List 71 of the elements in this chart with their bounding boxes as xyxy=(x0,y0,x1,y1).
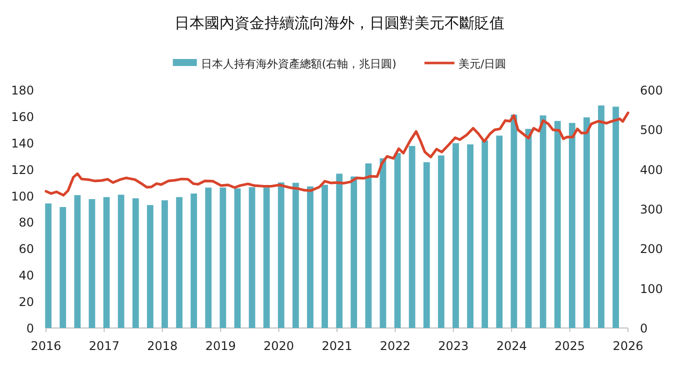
x-tick-label: 2022 xyxy=(380,339,410,353)
x-tick-label: 2017 xyxy=(88,339,120,353)
bar xyxy=(118,194,124,328)
y2-tick-label: 600 xyxy=(640,84,663,98)
bar xyxy=(146,205,154,328)
bar xyxy=(307,186,314,328)
bar xyxy=(496,136,503,328)
x-tick-label: 2023 xyxy=(438,339,469,353)
y-tick-label: 180 xyxy=(11,84,34,98)
bar xyxy=(612,106,619,328)
y-tick-label: 60 xyxy=(18,242,34,256)
bar xyxy=(365,163,372,328)
x-tick-label: 2018 xyxy=(147,339,178,353)
bar xyxy=(205,188,212,328)
bar xyxy=(525,128,532,328)
bar xyxy=(423,162,430,328)
bar xyxy=(380,158,386,328)
legend-label: 日本人持有海外資產總額(右軸，兆日圓) xyxy=(200,58,396,70)
bar xyxy=(583,117,590,328)
bar xyxy=(482,140,488,328)
x-tick-label: 2024 xyxy=(496,339,527,353)
y-tick-label: 40 xyxy=(18,268,34,283)
y2-tick-label: 500 xyxy=(640,123,663,138)
y2-tick-label: 400 xyxy=(640,162,663,177)
bar xyxy=(568,122,576,328)
bar xyxy=(292,182,299,328)
x-tick-label: 2020 xyxy=(264,339,294,353)
bar xyxy=(132,198,139,328)
bar xyxy=(598,105,604,328)
bar xyxy=(554,120,561,328)
bar xyxy=(103,197,110,328)
bar xyxy=(162,200,168,328)
bar xyxy=(248,187,256,328)
y-tick-label: 0 xyxy=(26,322,34,336)
bar xyxy=(467,144,474,328)
bar xyxy=(60,207,66,328)
y2-tick-label: 100 xyxy=(640,282,663,296)
bar xyxy=(190,194,198,328)
bar xyxy=(234,188,241,328)
bar xyxy=(350,176,358,328)
y-tick-label: 160 xyxy=(11,110,34,124)
bar xyxy=(540,115,546,328)
bar xyxy=(438,155,444,328)
bar xyxy=(322,184,328,328)
bar xyxy=(510,114,518,328)
x-tick-label: 2019 xyxy=(205,339,236,353)
bar xyxy=(176,197,182,328)
x-tick-label: 2026 xyxy=(612,339,644,353)
bar xyxy=(394,153,401,328)
bar xyxy=(88,199,96,328)
y-tick-label: 120 xyxy=(11,162,34,177)
bar xyxy=(336,174,343,328)
bar xyxy=(74,195,81,328)
title: 日本國內資金持續流向海外，日圓對美元不斷貶值 xyxy=(174,14,504,32)
legend-label: 美元/日圓 xyxy=(458,58,506,70)
y2-tick-label: 0 xyxy=(640,322,648,336)
x-tick-label: 2025 xyxy=(554,339,586,353)
y-tick-label: 140 xyxy=(11,136,34,150)
bar xyxy=(220,188,226,328)
bar xyxy=(263,188,270,328)
bar xyxy=(408,146,416,328)
bar xyxy=(452,143,459,328)
y2-tick-label: 300 xyxy=(640,202,663,216)
bar xyxy=(278,182,284,328)
bar xyxy=(45,203,52,328)
y-tick-label: 100 xyxy=(11,189,34,204)
y2-tick-label: 200 xyxy=(640,242,663,256)
x-tick-label: 2016 xyxy=(30,339,62,353)
y-tick-label: 80 xyxy=(18,216,34,230)
x-tick-label: 2021 xyxy=(322,339,352,353)
y-tick-label: 20 xyxy=(18,295,34,310)
